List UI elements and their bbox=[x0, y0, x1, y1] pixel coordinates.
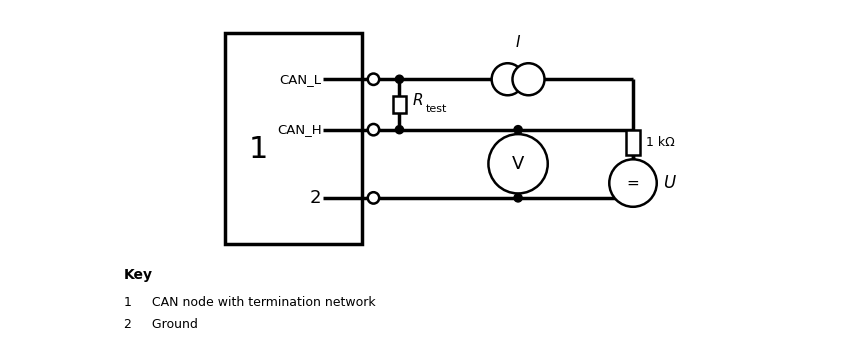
Text: 1: 1 bbox=[249, 135, 268, 164]
Bar bbox=[625, 130, 639, 155]
Text: Key: Key bbox=[124, 268, 153, 282]
Bar bbox=[225, 33, 362, 244]
Circle shape bbox=[488, 134, 547, 193]
Circle shape bbox=[367, 124, 379, 135]
Text: CAN_L: CAN_L bbox=[279, 73, 321, 86]
Text: CAN_H: CAN_H bbox=[277, 123, 321, 136]
Text: =: = bbox=[626, 176, 639, 191]
Text: test: test bbox=[425, 104, 446, 114]
Text: 2     Ground: 2 Ground bbox=[124, 318, 197, 331]
Text: 1 kΩ: 1 kΩ bbox=[645, 136, 674, 149]
Circle shape bbox=[491, 63, 523, 95]
Circle shape bbox=[512, 63, 544, 95]
Text: $U$: $U$ bbox=[662, 174, 676, 192]
Text: $I$: $I$ bbox=[515, 34, 521, 50]
Circle shape bbox=[514, 126, 521, 134]
Circle shape bbox=[394, 75, 403, 83]
Text: $R$: $R$ bbox=[412, 92, 423, 108]
Circle shape bbox=[367, 192, 379, 204]
Text: V: V bbox=[511, 155, 524, 173]
Circle shape bbox=[608, 159, 656, 207]
Circle shape bbox=[394, 126, 403, 134]
Bar bbox=[392, 96, 406, 113]
Text: 2: 2 bbox=[310, 189, 321, 207]
Circle shape bbox=[514, 194, 521, 202]
Text: 1     CAN node with termination network: 1 CAN node with termination network bbox=[124, 296, 375, 309]
Circle shape bbox=[367, 73, 379, 85]
